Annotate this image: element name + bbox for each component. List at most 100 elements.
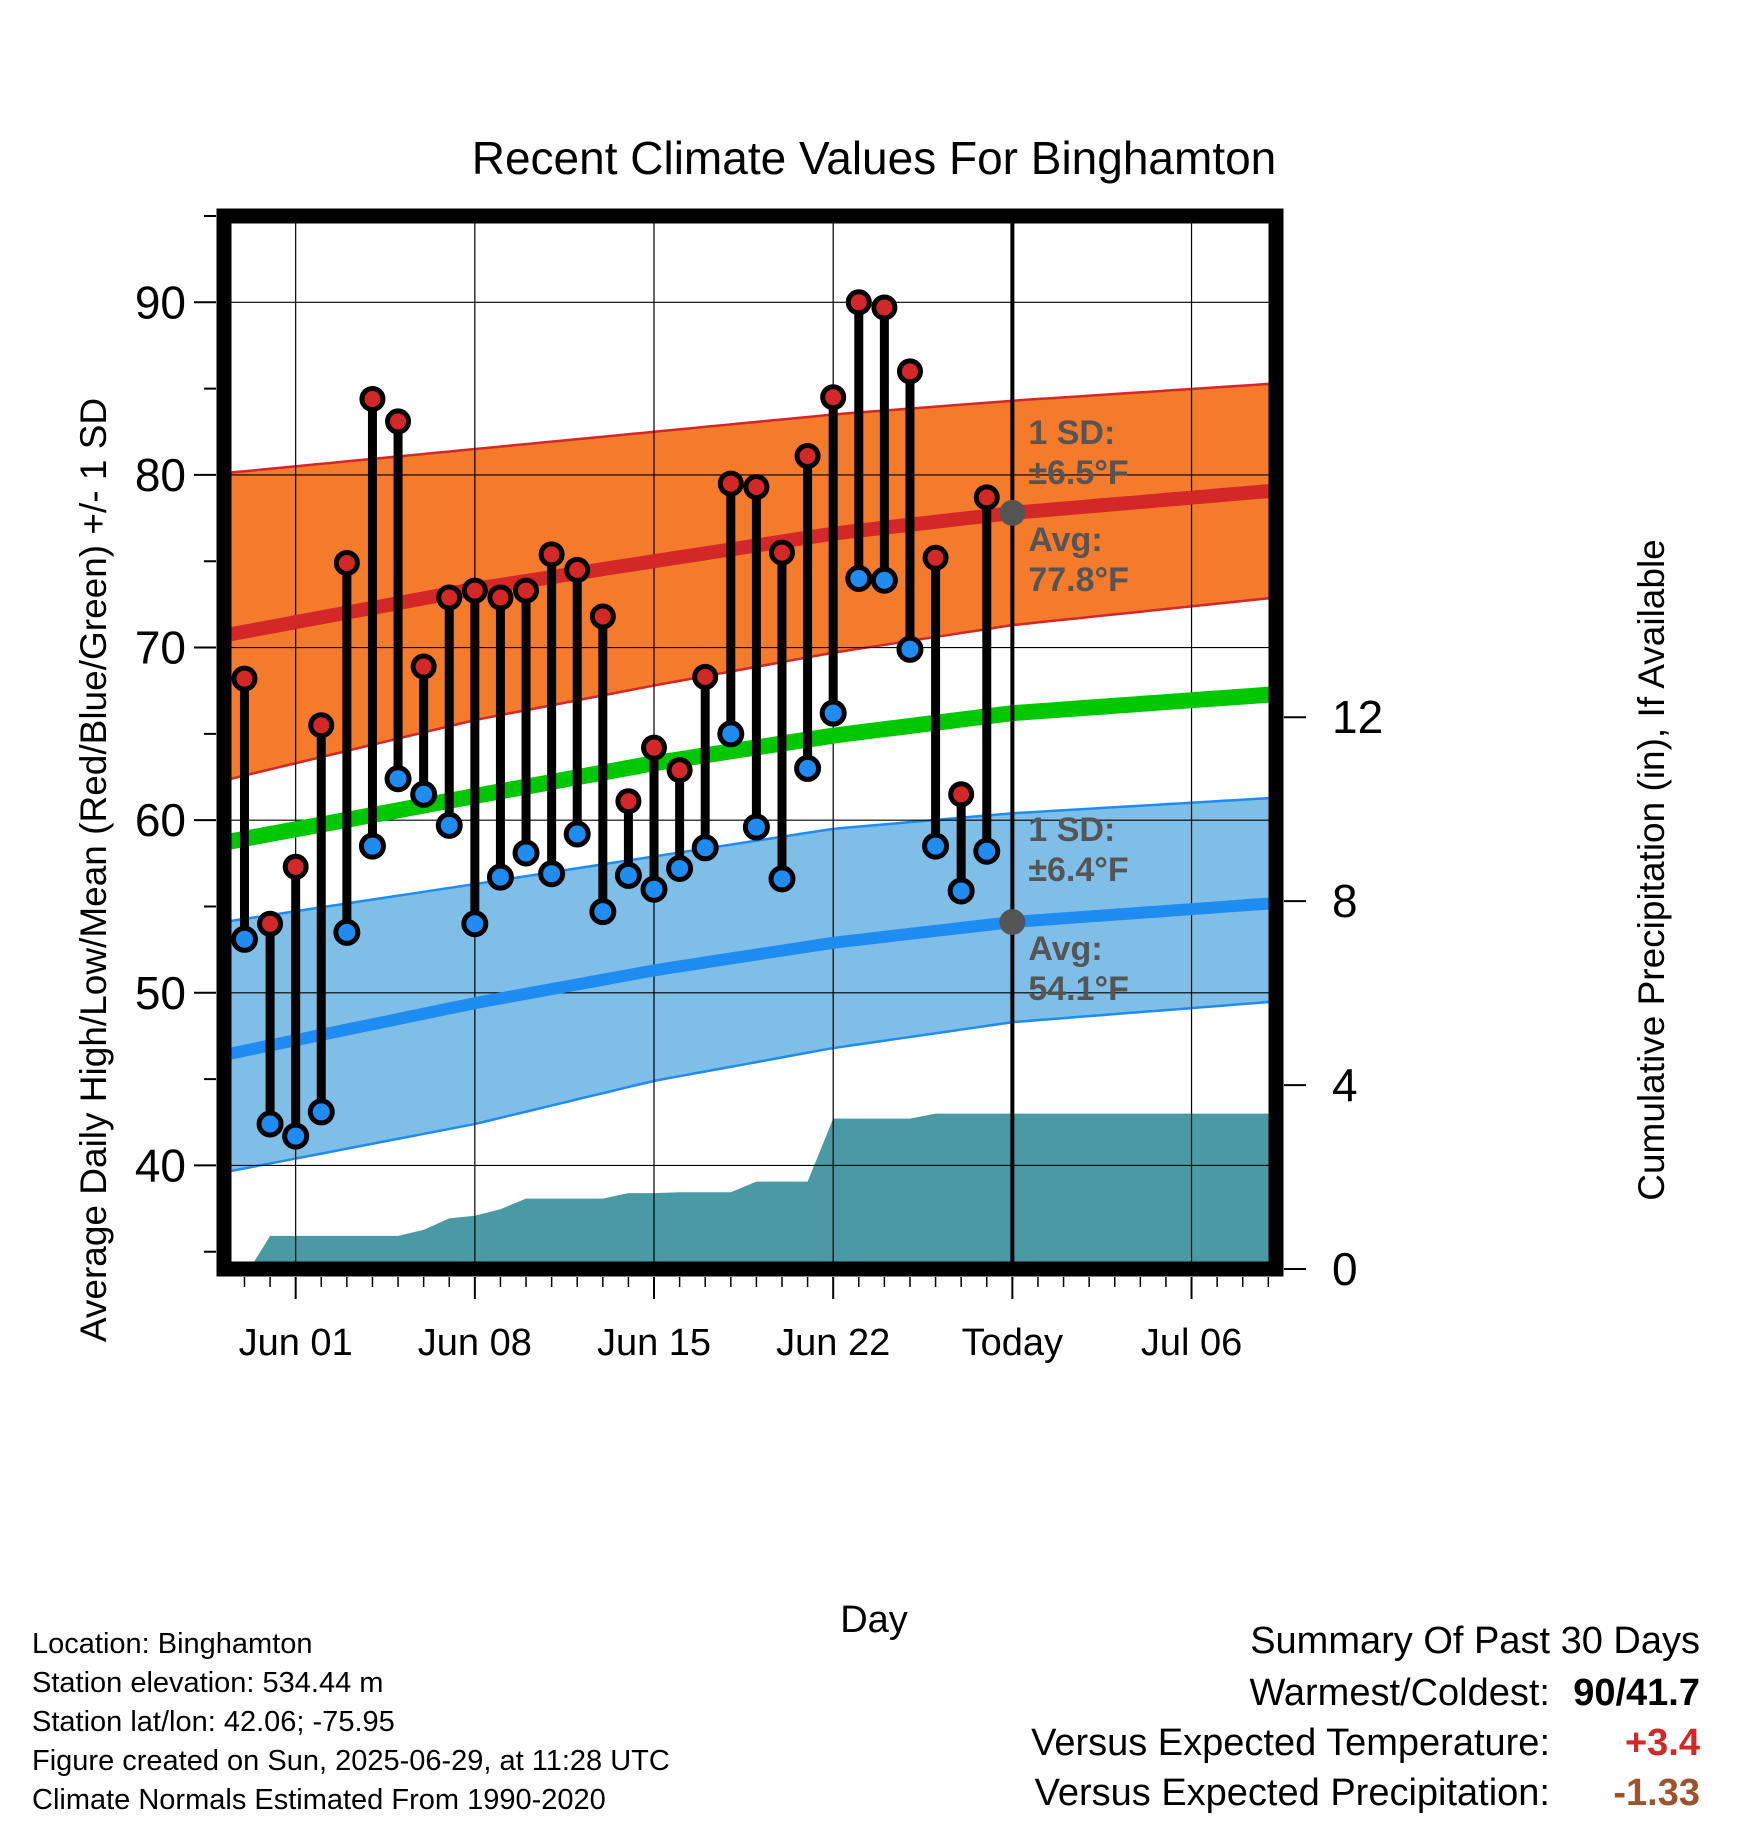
daily-high-point: [257, 910, 284, 937]
daily-high-point: [538, 541, 565, 568]
y-tick-label-right: 0: [1332, 1243, 1358, 1295]
daily-high-point: [231, 665, 258, 692]
daily-high-point: [820, 384, 847, 411]
daily-low-point: [282, 1122, 310, 1150]
daily-high-point: [692, 663, 719, 690]
low-avg-annotation-line: 54.1°F: [1028, 970, 1129, 1008]
summary-title: Summary Of Past 30 Days: [1250, 1620, 1700, 1662]
daily-low-point: [768, 865, 796, 893]
normal-low-upper-edge: [224, 796, 1276, 924]
x-tick-label: Jun 15: [597, 1322, 711, 1364]
daily-high-point: [717, 470, 744, 497]
daily-low-point: [307, 1098, 335, 1126]
daily-high-point: [564, 556, 591, 583]
high-avg-annotation: Avg: 77.8°F: [1028, 521, 1129, 599]
normal-low-line: [224, 897, 1276, 1061]
normal-low-lower-edge: [224, 1000, 1276, 1174]
axes: 40 50 60 70 80 90 0 4 8 12 Jun 01 Jun 08 Jun 15 Jun 2…: [135, 208, 1383, 1364]
today-normal-high-marker: [999, 499, 1026, 526]
daily-high-point: [615, 788, 642, 815]
daily-low-point: [230, 925, 258, 953]
normal-mean-line: [224, 686, 1276, 851]
y-axis-label-left: Average Daily High/Low/Mean (Red/Blue/Gr…: [73, 398, 114, 1342]
y-tick-label-left: 70: [135, 622, 186, 674]
daily-high-point: [487, 584, 514, 611]
x-tick-label: Jun 01: [239, 1322, 353, 1364]
daily-low-point: [512, 839, 540, 867]
daily-low-point: [333, 918, 361, 946]
warmest-coldest-label: Warmest/Coldest:: [1249, 1672, 1550, 1714]
daily-low-point: [794, 754, 822, 782]
summary-panel: Summary Of Past 30 Days Warmest/Coldest:…: [800, 1620, 1700, 1822]
period-annotation-line: Days: [1024, 1425, 1105, 1463]
station-info: Location: Binghamton Station elevation: …: [32, 1625, 670, 1820]
daily-high-point: [282, 853, 309, 880]
daily-high-point: [896, 358, 923, 385]
daily-low-point: [717, 720, 745, 748]
low-sd-annotation-line: ±6.4°F: [1028, 851, 1128, 889]
summary-row-temp: Versus Expected Temperature: +3.4: [800, 1722, 1700, 1772]
summary-row-warmest: Warmest/Coldest: 90/41.7: [800, 1672, 1700, 1722]
x-tick-label: Jun 22: [776, 1322, 890, 1364]
daily-low-point: [410, 780, 438, 808]
warmest-coldest-value: 90/41.7: [1573, 1672, 1700, 1714]
daily-high-point: [513, 577, 540, 604]
daily-high-point: [641, 734, 668, 761]
daily-low-point: [742, 813, 770, 841]
daily-low-point: [691, 834, 719, 862]
daily-low-point: [896, 635, 924, 663]
temp-anomaly-value: +3.4: [1624, 1722, 1700, 1764]
daily-low-point: [666, 855, 694, 883]
x-tick-label: Jun 08: [418, 1322, 532, 1364]
location-text: Location: Binghamton: [32, 1628, 313, 1660]
x-axis-label: Day: [840, 1599, 908, 1641]
daily-high-point: [922, 544, 949, 571]
low-sd-annotation-line: 1 SD:: [1028, 811, 1115, 849]
daily-low-point: [256, 1110, 284, 1138]
daily-high-point: [768, 539, 795, 566]
daily-low-point: [384, 765, 412, 793]
daily-high-point: [359, 385, 386, 412]
daily-high-point: [845, 289, 872, 316]
daily-low-point: [486, 863, 514, 891]
daily-high-point: [871, 294, 898, 321]
daily-low-point: [358, 832, 386, 860]
today-normal-low-marker: [999, 909, 1026, 936]
x-tick-label: Jul 06: [1141, 1322, 1242, 1364]
daily-high-point: [794, 442, 821, 469]
daily-high-point: [743, 474, 770, 501]
daily-high-point: [410, 653, 437, 680]
period-annotation: 30 Days: [1024, 1383, 1105, 1463]
high-sd-annotation-line: 1 SD:: [1028, 414, 1115, 452]
normals-text: Climate Normals Estimated From 1990-2020: [32, 1784, 606, 1816]
period-annotation-line: 30: [1024, 1383, 1062, 1421]
daily-low-point: [845, 565, 873, 593]
chart-title: Recent Climate Values For Binghamton: [472, 132, 1277, 184]
y-axis-label-right: Cumulative Precipitation (in), If Availa…: [1631, 539, 1672, 1201]
high-sd-annotation-line: ±6.5°F: [1028, 454, 1128, 492]
latlon-text: Station lat/lon: 42.06; -75.95: [32, 1706, 395, 1738]
y-tick-label-left: 50: [135, 967, 186, 1019]
high-sd-annotation: 1 SD: ±6.5°F: [1028, 414, 1128, 492]
daily-low-point: [640, 875, 668, 903]
daily-high-point: [461, 577, 488, 604]
daily-high-point: [589, 603, 616, 630]
y-tick-label-right: 4: [1332, 1059, 1358, 1111]
daily-low-point: [922, 832, 950, 860]
temp-anomaly-label: Versus Expected Temperature:: [1031, 1722, 1550, 1764]
low-avg-annotation-line: Avg:: [1028, 930, 1102, 968]
daily-high-point: [973, 484, 1000, 511]
y-tick-label-left: 40: [135, 1139, 186, 1191]
daily-high-point: [308, 712, 335, 739]
daily-high-point: [436, 584, 463, 611]
daily-low-point: [614, 861, 642, 889]
daily-high-point: [666, 757, 693, 784]
y-tick-label-left: 60: [135, 794, 186, 846]
daily-high-point: [333, 549, 360, 576]
cumulative-precip-area: [249, 1113, 1276, 1269]
low-avg-annotation: Avg: 54.1°F: [1028, 930, 1129, 1008]
daily-low-point: [589, 898, 617, 926]
high-avg-annotation-line: Avg:: [1028, 521, 1102, 559]
